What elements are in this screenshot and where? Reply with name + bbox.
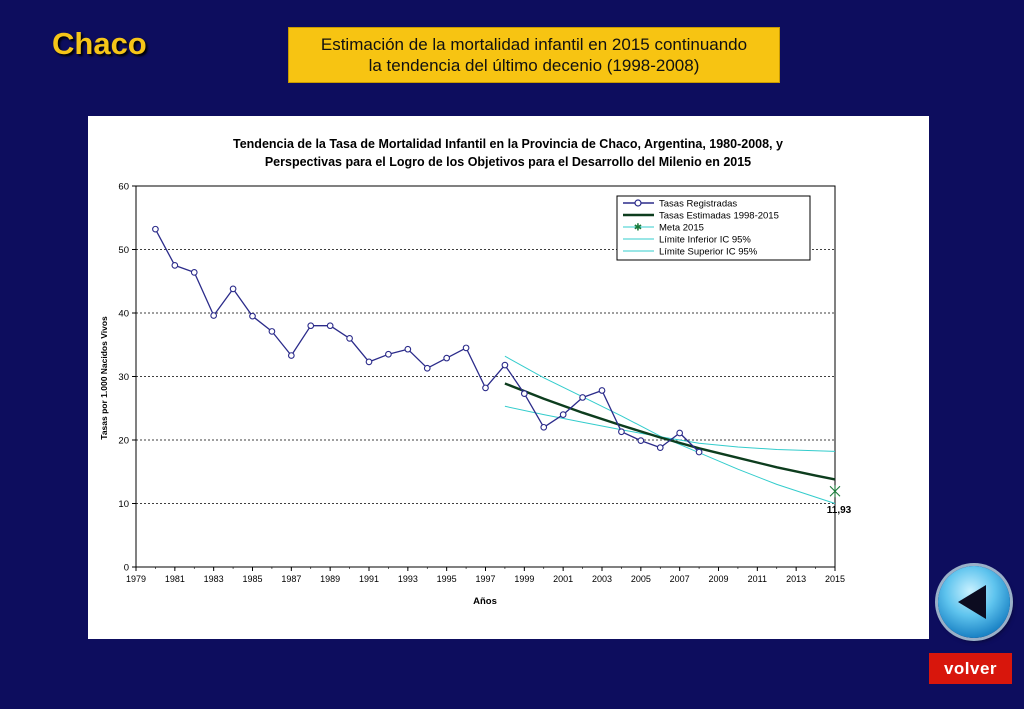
point-registered-1994 (423, 364, 431, 372)
point-registered-2007 (676, 429, 684, 437)
x-tick-label-2003: 2003 (592, 574, 612, 584)
legend-marker-registered (634, 199, 642, 207)
point-registered-1996 (462, 344, 470, 352)
point-registered-2006 (656, 444, 664, 451)
x-tick-label-1997: 1997 (475, 574, 495, 584)
point-registered-1997 (482, 384, 489, 392)
point-registered-1989 (326, 322, 334, 330)
x-tick-label-2009: 2009 (708, 574, 728, 584)
legend-label-goal: Meta 2015 (659, 223, 704, 234)
chart-title-line-1: Tendencia de la Tasa de Mortalidad Infan… (233, 137, 783, 151)
point-registered-1983 (210, 312, 218, 319)
point-registered-2004 (618, 428, 625, 436)
goal-label: 11,93 (827, 505, 852, 516)
legend: Tasas Registradas Tasas Estimadas 1998-2… (616, 195, 811, 261)
x-tick-label-2013: 2013 (786, 574, 806, 584)
chart-title-line-2: Perspectivas para el Logro de los Objeti… (265, 155, 751, 169)
x-tick-label-1979: 1979 (126, 574, 146, 584)
header-box: Estimación de la mortalidad infantil en … (288, 27, 780, 83)
y-tick-label-30: 30 (118, 372, 129, 383)
point-registered-1998 (501, 361, 509, 369)
legend-marker-goal: ✱ (634, 223, 642, 234)
x-axis-label: Años (473, 596, 497, 607)
volver-button[interactable]: volver (929, 653, 1012, 684)
point-registered-1990 (346, 335, 353, 342)
point-registered-1987 (287, 352, 295, 359)
point-registered-1993 (404, 345, 412, 353)
point-registered-1980 (152, 225, 159, 233)
y-tick-label-10: 10 (118, 499, 129, 510)
point-registered-1981 (171, 262, 179, 269)
y-tick-label-0: 0 (124, 563, 129, 574)
y-tick-label-40: 40 (118, 309, 129, 320)
region-title: Chaco (52, 26, 147, 61)
point-registered-1995 (443, 354, 451, 362)
y-axis-label: Tasas por 1.000 Nacidos Vivos (99, 316, 109, 440)
legend-box (616, 195, 811, 261)
point-registered-2008 (695, 448, 703, 456)
series-line-limite-inferior-ic-95 (504, 355, 836, 504)
x-tick-label-1991: 1991 (359, 574, 379, 584)
point-registered-1992 (385, 350, 392, 358)
legend-label-upper-ci: Límite Superior IC 95% (659, 247, 758, 258)
x-tick-label-2001: 2001 (553, 574, 573, 584)
point-registered-1986 (268, 328, 276, 335)
y-tick-label-60: 60 (118, 182, 129, 193)
series-layer: 11,93 (152, 225, 852, 516)
point-registered-1999 (520, 390, 528, 397)
x-tick-label-1985: 1985 (242, 574, 262, 584)
ticks-layer: 0 10 20 30 40 50 60 1979 1981 1983 1985 1987 1989 199… (118, 182, 845, 585)
y-tick-label-50: 50 (118, 245, 129, 256)
goal-marker (829, 485, 841, 498)
x-tick-label-2007: 2007 (670, 574, 690, 584)
x-tick-label-1983: 1983 (204, 574, 224, 584)
point-registered-2000 (540, 423, 548, 431)
header-line-2: la tendencia del último decenio (1998-20… (368, 56, 700, 75)
x-tick-label-1981: 1981 (165, 574, 185, 584)
point-registered-1982 (190, 269, 198, 276)
point-registered-1988 (307, 322, 315, 330)
header-line-1: Estimación de la mortalidad infantil en … (320, 35, 748, 54)
x-tick-label-1993: 1993 (398, 574, 418, 584)
point-registered-2001 (559, 411, 567, 418)
legend-label-lower-ci: Límite Inferior IC 95% (659, 235, 751, 246)
y-tick-label-20: 20 (118, 436, 129, 447)
legend-label-registered: Tasas Registradas (659, 199, 737, 210)
x-tick-label-2005: 2005 (631, 574, 651, 584)
x-tick-label-2015: 2015 (825, 574, 845, 584)
point-registered-2002 (579, 394, 586, 401)
point-registered-1991 (365, 358, 373, 366)
series-line-limite-superior-ic-95 (504, 405, 836, 452)
point-registered-1984 (229, 285, 237, 293)
series-line-tasas-estimadas-1998-2015 (504, 382, 836, 481)
point-registered-2005 (637, 437, 645, 444)
x-tick-label-1987: 1987 (281, 574, 301, 584)
x-tick-label-1989: 1989 (320, 574, 340, 584)
point-registered-2003 (598, 387, 606, 394)
chart-panel: Tendencia de la Tasa de Mortalidad Infan… (88, 116, 929, 639)
point-registered-1985 (249, 312, 256, 320)
mortality-chart: Tendencia de la Tasa de Mortalidad Infan… (99, 137, 852, 607)
back-button[interactable] (938, 566, 1010, 638)
x-tick-label-1995: 1995 (437, 574, 457, 584)
legend-label-estimated: Tasas Estimadas 1998-2015 (659, 211, 779, 222)
x-tick-label-2011: 2011 (748, 574, 767, 584)
back-arrow-icon (958, 585, 986, 619)
x-tick-label-1999: 1999 (514, 574, 534, 584)
